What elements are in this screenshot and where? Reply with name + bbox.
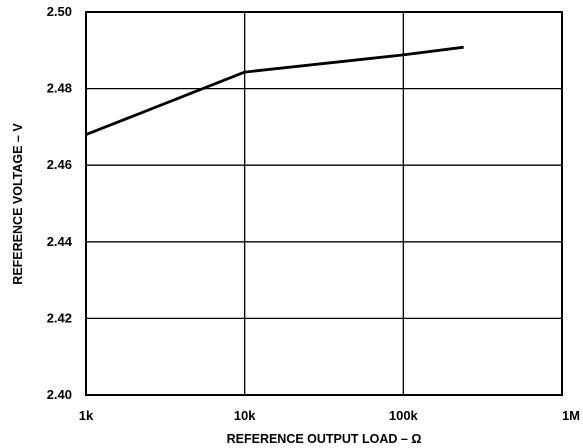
- x-axis-title: REFERENCE OUTPUT LOAD – Ω: [227, 432, 422, 446]
- series-line: [85, 45, 464, 136]
- x-tick-label: 100k: [389, 408, 419, 423]
- y-tick-label: 2.46: [47, 157, 72, 172]
- series-layer: [85, 45, 464, 136]
- y-tick-label: 2.44: [47, 234, 73, 249]
- plot-area: [85, 11, 563, 396]
- x-tick-label: 10k: [234, 408, 256, 423]
- gridlines: [86, 12, 562, 395]
- y-tick-label: 2.40: [47, 387, 72, 402]
- y-axis-title: REFERENCE VOLTAGE – V: [11, 123, 25, 285]
- y-tick-label: 2.48: [47, 81, 72, 96]
- x-tick-labels: 1k 10k 100k 1M: [79, 408, 580, 423]
- y-tick-labels: 2.40 2.42 2.44 2.46 2.48 2.50: [47, 4, 73, 402]
- plot-frame: [85, 11, 563, 396]
- x-tick-label: 1k: [79, 408, 94, 423]
- x-tick-label: 1M: [562, 408, 580, 423]
- y-tick-label: 2.50: [47, 4, 72, 19]
- y-tick-label: 2.42: [47, 310, 72, 325]
